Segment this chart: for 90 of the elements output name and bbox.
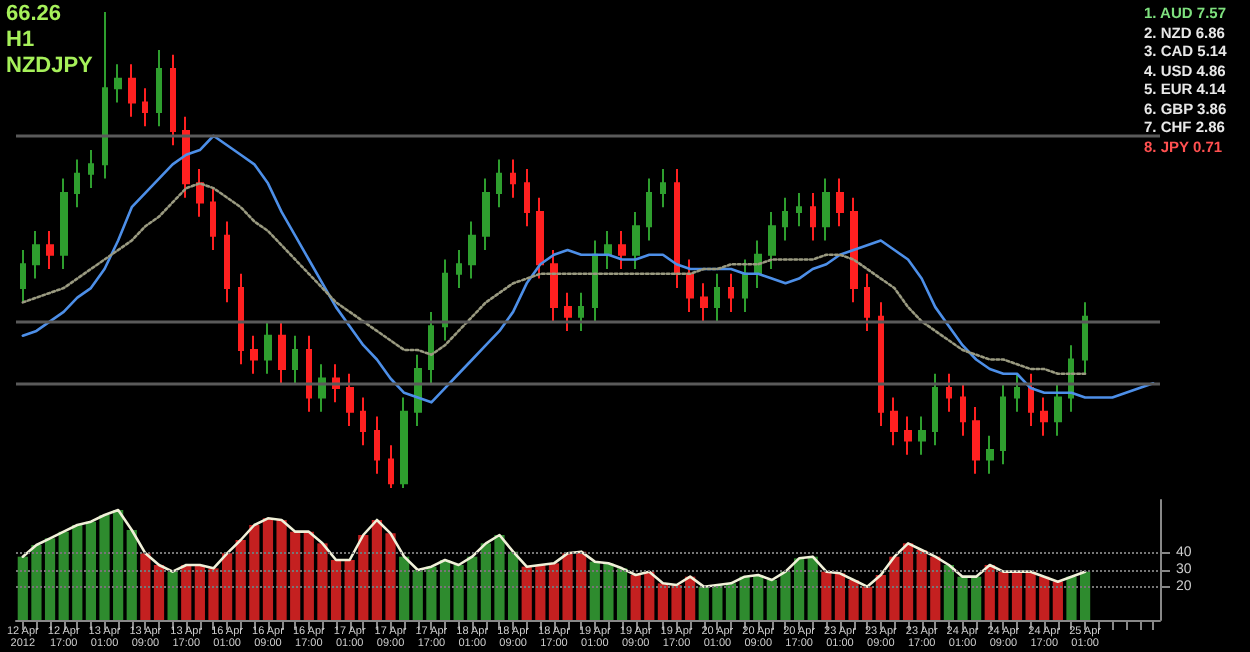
candlestick xyxy=(400,396,408,489)
candlestick xyxy=(482,177,490,251)
text: H1 xyxy=(6,28,35,52)
bar xyxy=(181,565,192,620)
candlestick xyxy=(890,396,898,447)
candlestick xyxy=(782,196,788,242)
candlestick xyxy=(796,191,802,228)
candlestick xyxy=(578,291,584,332)
candlestick xyxy=(850,196,858,304)
candlestick xyxy=(836,177,844,228)
candlestick xyxy=(496,158,502,209)
candlestick xyxy=(564,291,572,332)
candlestick xyxy=(182,115,190,199)
candlestick xyxy=(1000,382,1006,466)
candlestick xyxy=(114,63,122,104)
candlestick xyxy=(1054,382,1062,437)
candlestick xyxy=(904,415,912,456)
candlestick xyxy=(700,282,708,323)
candlestick xyxy=(374,415,380,475)
candlestick xyxy=(60,177,68,271)
bar xyxy=(807,556,818,620)
candlestick xyxy=(74,158,80,209)
candlestick xyxy=(618,229,626,271)
candlestick xyxy=(306,334,312,413)
candlestick xyxy=(468,220,476,280)
candlestick xyxy=(102,11,108,180)
candlestick xyxy=(674,168,680,290)
candlestick xyxy=(238,272,244,366)
candlestick xyxy=(1082,301,1088,375)
candlestick xyxy=(1028,372,1034,428)
candlestick xyxy=(278,320,286,385)
bar xyxy=(167,571,178,620)
candlestick xyxy=(1014,372,1020,413)
candlestick xyxy=(604,229,612,271)
candlestick xyxy=(728,272,734,313)
candlestick xyxy=(264,320,272,375)
candlestick xyxy=(442,258,448,342)
candlestick xyxy=(388,444,394,489)
bar xyxy=(725,583,737,620)
candlestick xyxy=(510,158,516,199)
candlestick xyxy=(660,168,666,209)
candlestick xyxy=(592,239,598,323)
bar xyxy=(399,556,410,620)
candlestick xyxy=(46,229,54,271)
bar xyxy=(439,560,451,620)
candlestick xyxy=(986,434,994,475)
bar xyxy=(126,530,137,620)
candlestick xyxy=(170,53,176,147)
candlestick xyxy=(1040,396,1048,437)
candlestick xyxy=(524,168,530,228)
candlestick xyxy=(960,382,966,437)
candlestick xyxy=(360,396,366,447)
candlestick xyxy=(210,187,216,251)
candlestick xyxy=(88,149,94,190)
candlestick xyxy=(810,191,816,242)
candlestick xyxy=(632,210,640,271)
candlestick xyxy=(20,249,26,304)
annotation: NZDJPY xyxy=(6,54,93,78)
chart-title: 66.26 xyxy=(6,2,62,26)
candlestick xyxy=(224,220,230,304)
candlestick xyxy=(346,372,354,428)
candlestick xyxy=(142,87,148,128)
candlestick xyxy=(918,415,926,456)
candlestick xyxy=(972,406,980,475)
candlestick xyxy=(646,177,652,242)
line-series xyxy=(21,508,1087,588)
candlestick xyxy=(292,334,298,385)
candlestick xyxy=(878,301,884,428)
bar xyxy=(1011,571,1023,620)
candlestick xyxy=(128,63,136,118)
candlestick xyxy=(456,249,462,290)
candlestick xyxy=(686,258,694,313)
candlestick xyxy=(742,258,748,313)
candlestick xyxy=(714,272,720,323)
candlestick xyxy=(32,229,40,280)
candlestick xyxy=(536,196,544,280)
bar xyxy=(153,565,165,620)
candlestick xyxy=(822,177,830,242)
bar xyxy=(821,571,832,620)
candlestick xyxy=(156,49,162,128)
candlestick xyxy=(946,372,952,413)
bar xyxy=(1052,581,1063,620)
candlestick xyxy=(932,372,938,447)
candlestick xyxy=(768,210,776,271)
bar xyxy=(140,553,151,620)
candlestick xyxy=(550,249,558,323)
candlestick xyxy=(428,310,434,385)
candlestick xyxy=(196,168,204,218)
candlestick xyxy=(864,272,870,332)
candlestick xyxy=(250,334,258,375)
